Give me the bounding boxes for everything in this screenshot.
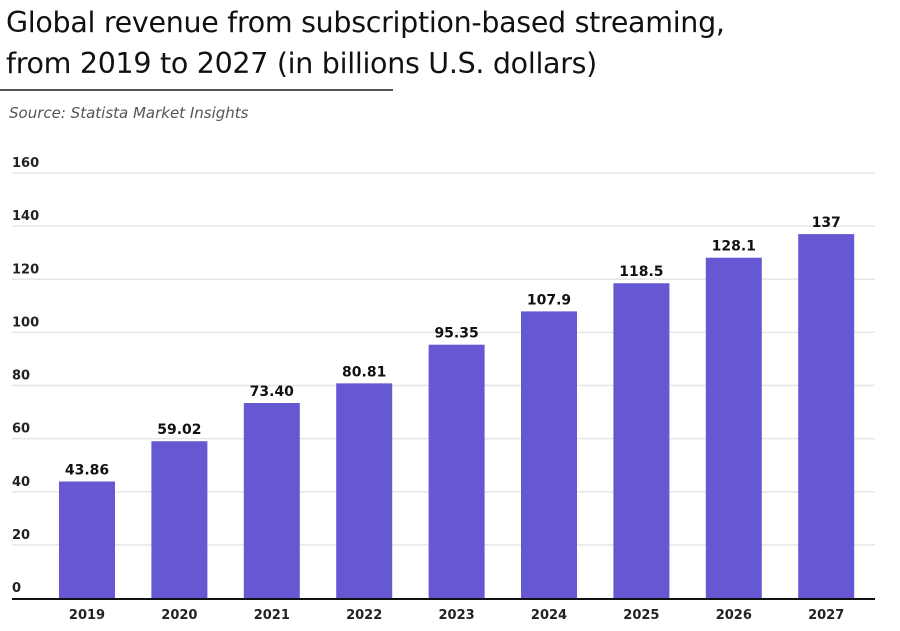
x-tick-label: 2020 bbox=[161, 608, 197, 623]
title-divider bbox=[0, 89, 393, 91]
x-tick-label: 2019 bbox=[69, 608, 105, 623]
x-tick-label: 2023 bbox=[439, 608, 475, 623]
x-tick-label: 2027 bbox=[808, 608, 844, 623]
bar-2027 bbox=[798, 234, 855, 598]
data-label-2027: 137 bbox=[812, 215, 841, 231]
x-tick-label: 2024 bbox=[531, 608, 567, 623]
x-tick-label: 2022 bbox=[346, 608, 382, 623]
data-label-2024: 107.9 bbox=[527, 292, 571, 308]
data-label-2021: 73.40 bbox=[250, 384, 295, 400]
x-tick-label: 2021 bbox=[254, 608, 290, 623]
data-label-2026: 128.1 bbox=[712, 239, 756, 255]
y-tick-label: 120 bbox=[12, 262, 39, 277]
data-label-2023: 95.35 bbox=[434, 326, 478, 342]
chart-source: Source: Statista Market Insights bbox=[9, 104, 249, 122]
bar-2024 bbox=[521, 311, 577, 598]
x-tick-label: 2025 bbox=[623, 608, 659, 623]
bar-2025 bbox=[613, 283, 670, 598]
data-label-2020: 59.02 bbox=[157, 422, 201, 438]
x-tick-label: 2026 bbox=[716, 608, 752, 623]
y-tick-label: 100 bbox=[12, 315, 39, 330]
data-label-2025: 118.5 bbox=[619, 264, 663, 280]
data-label-2022: 80.81 bbox=[342, 364, 386, 380]
bar-2026 bbox=[705, 257, 762, 598]
bar-2020 bbox=[151, 441, 208, 598]
y-tick-label: 40 bbox=[12, 475, 30, 490]
bar-2023 bbox=[428, 344, 485, 598]
chart-title: Global revenue from subscription-based s… bbox=[6, 6, 725, 80]
y-tick-label: 140 bbox=[12, 209, 39, 224]
y-tick-label: 160 bbox=[12, 156, 39, 171]
data-label-2019: 43.86 bbox=[65, 462, 109, 478]
bar-2019 bbox=[59, 481, 115, 598]
y-tick-label: 80 bbox=[12, 369, 30, 384]
y-tick-label: 60 bbox=[12, 422, 30, 437]
y-tick-label: 0 bbox=[12, 581, 21, 596]
y-tick-label: 20 bbox=[12, 528, 30, 543]
bar-2021 bbox=[243, 403, 300, 598]
bar-2022 bbox=[336, 383, 393, 598]
